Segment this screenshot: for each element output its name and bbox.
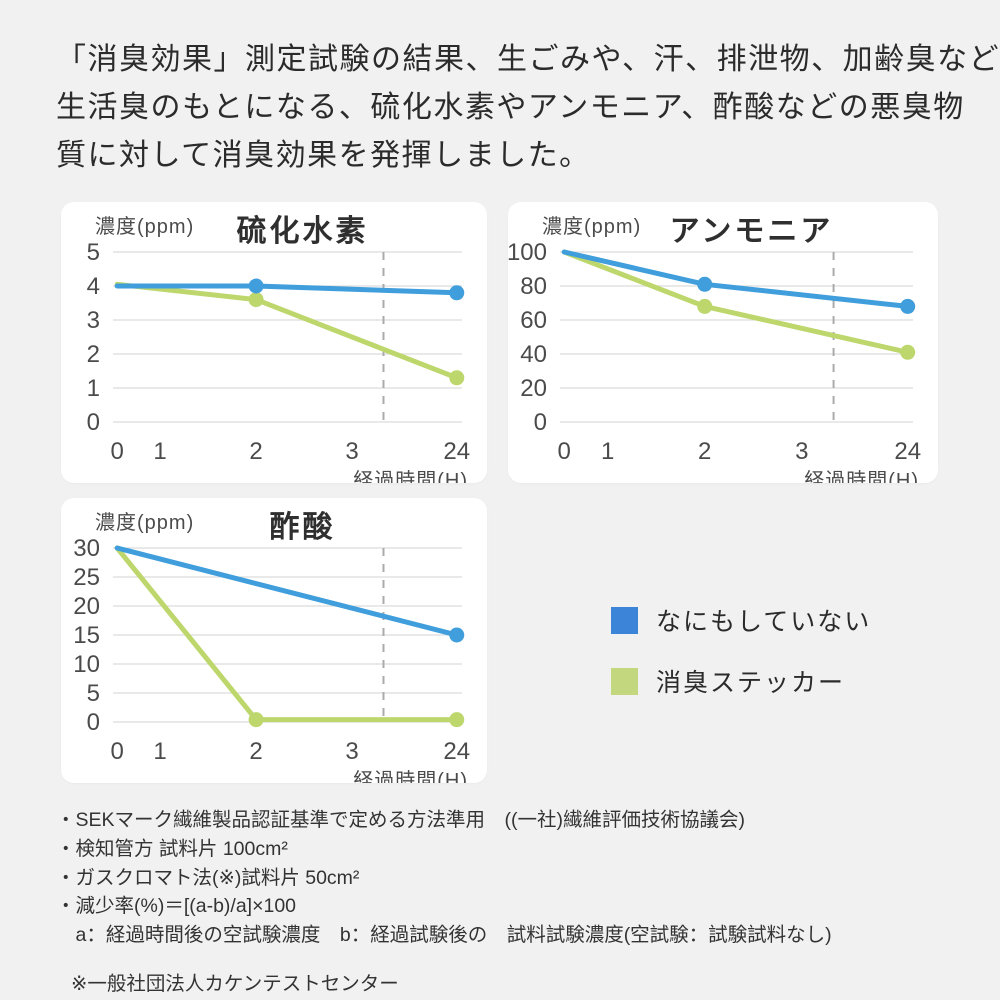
svg-text:20: 20 [73,593,100,620]
svg-text:0: 0 [534,409,547,436]
svg-text:アンモニア: アンモニア [670,215,834,248]
svg-text:酢酸: 酢酸 [270,511,336,544]
legend-item-untreated: なにもしていない [611,602,871,638]
page-title-line-1: 「消臭効果」測定試験の結果、生ごみや、汗、排泄物、加齢臭など [56,43,1000,76]
legend: なにもしていない 消臭ステッカー [611,602,871,724]
svg-text:0: 0 [87,709,100,736]
svg-text:3: 3 [87,307,100,334]
svg-text:3: 3 [345,438,358,465]
svg-text:30: 30 [73,535,100,562]
footnote-line-4: ・減少率(%)＝[(a-b)/a]×100 [56,895,297,918]
chart-card-acetic-acid: 0 5 10 15 20 25 30 0 1 2 3 24 濃度(ppm) 経過時間(H) 酢酸 [61,498,487,783]
svg-text:24: 24 [443,738,470,765]
svg-text:1: 1 [153,738,166,765]
svg-text:0: 0 [111,738,124,765]
svg-text:0: 0 [87,409,100,436]
page-title: 「消臭効果」測定試験の結果、生ごみや、汗、排泄物、加齢臭など 生活臭のもとになる… [56,36,1000,180]
svg-text:100: 100 [508,239,547,266]
chart-svg-1: 0 20 40 60 80 100 0 1 2 3 24 濃度(ppm) 経過時間(H) アンモニア [508,215,921,483]
svg-text:5: 5 [87,239,100,266]
line-chart-acetic-acid: 0 5 10 15 20 25 30 0 1 2 3 24 濃度(ppm) 経過時間(H) 酢酸 [61,498,487,783]
svg-text:経過時間(H): 経過時間(H) [353,469,468,483]
footnote-line-5: a：経過時間後の空試験濃度 b：経過試験後の 試料試験濃度(空試験：試験試料なし… [56,924,832,947]
legend-swatch-green-icon [611,667,638,695]
footnote-test-center: ※一般社団法人カケンテストセンター [71,972,399,995]
legend-label-untreated: なにもしていない [656,608,872,636]
svg-text:4: 4 [87,273,100,300]
svg-text:60: 60 [520,307,547,334]
svg-text:経過時間(H): 経過時間(H) [804,469,919,483]
footnote-line-1: ・SEKマーク繊維製品認証基準で定める方法準用 ((一社)繊維評価技術協議会) [56,809,745,831]
line-chart-ammonia: 0 20 40 60 80 100 0 1 2 3 24 濃度(ppm) 経過時間(H) アンモニア [508,202,938,483]
svg-text:20: 20 [520,375,547,402]
svg-text:濃度(ppm): 濃度(ppm) [542,215,641,238]
chart-card-hydrogen-sulfide: 0 1 2 3 4 5 0 1 2 3 24 濃度(ppm) 経過時間(H) 硫化水素 [61,202,487,483]
page-title-line-3: 質に対して消臭効果を発揮しました。 [56,139,591,172]
svg-text:濃度(ppm): 濃度(ppm) [95,511,194,534]
svg-text:24: 24 [443,438,470,465]
svg-text:40: 40 [520,341,547,368]
legend-label-deodorant-sticker: 消臭ステッカー [656,669,846,697]
svg-text:2: 2 [87,341,100,368]
svg-text:2: 2 [698,438,711,465]
svg-text:2: 2 [249,738,262,765]
svg-text:硫化水素: 硫化水素 [237,214,369,248]
svg-text:80: 80 [520,273,547,300]
svg-text:0: 0 [111,438,124,465]
svg-text:経過時間(H): 経過時間(H) [353,769,468,783]
legend-swatch-blue-icon [611,606,638,634]
footnote-line-3: ・ガスクロマト法(※)試料片 50cm² [56,866,360,889]
svg-text:1: 1 [87,375,100,402]
footnotes: ・SEKマーク繊維製品認証基準で定める方法準用 ((一社)繊維評価技術協議会) … [56,806,832,999]
svg-text:濃度(ppm): 濃度(ppm) [95,215,194,238]
svg-text:2: 2 [249,438,262,465]
footnote-line-2: ・検知管方 試料片 100cm² [56,837,288,860]
svg-text:10: 10 [73,651,100,678]
svg-text:3: 3 [795,438,808,465]
page-title-line-2: 生活臭のもとになる、硫化水素やアンモニア、酢酸などの悪臭物 [56,91,965,124]
svg-text:24: 24 [894,438,921,465]
svg-text:3: 3 [345,738,358,765]
svg-text:1: 1 [601,438,614,465]
svg-text:5: 5 [87,680,100,707]
svg-text:0: 0 [558,438,571,465]
line-chart-hydrogen-sulfide: 0 1 2 3 4 5 0 1 2 3 24 濃度(ppm) 経過時間(H) 硫化水素 [61,202,487,483]
svg-text:15: 15 [73,622,100,649]
svg-text:25: 25 [73,564,100,591]
legend-item-deodorant-sticker: 消臭ステッカー [611,663,871,699]
chart-card-ammonia: 0 20 40 60 80 100 0 1 2 3 24 濃度(ppm) 経過時間(H) アンモニア [508,202,938,483]
svg-text:1: 1 [153,438,166,465]
chart-svg-0: 0 1 2 3 4 5 0 1 2 3 24 濃度(ppm) 経過時間(H) 硫化水素 [87,214,470,483]
